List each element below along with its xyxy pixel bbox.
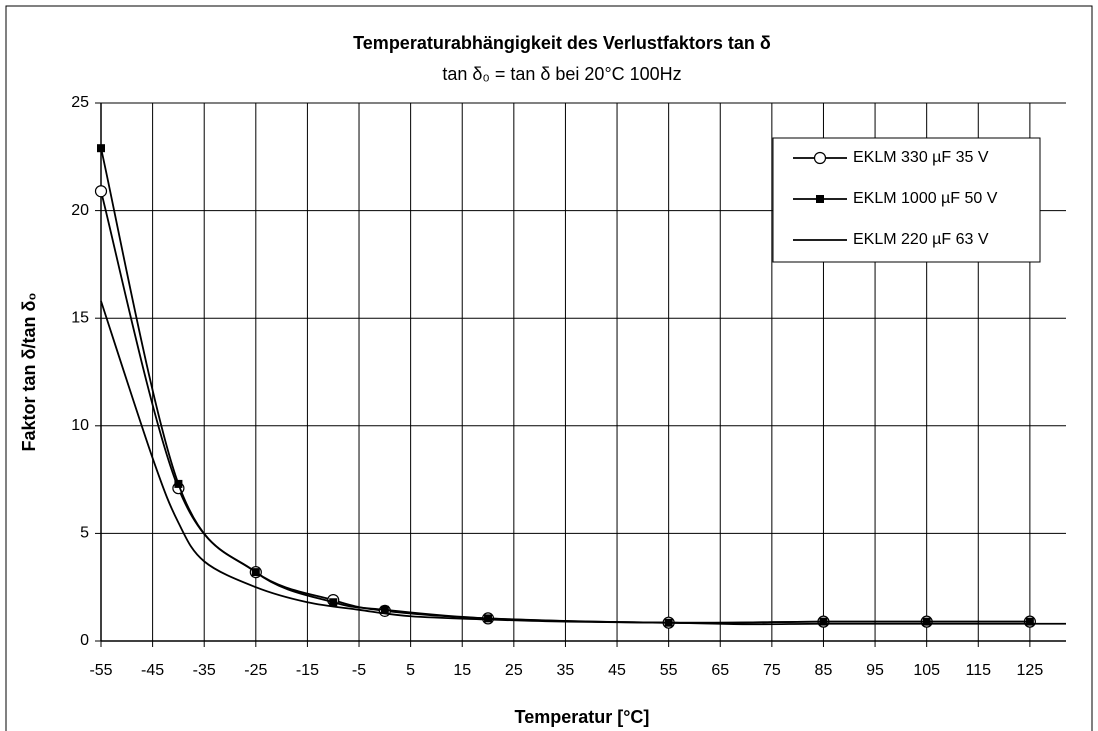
marker [174,479,183,488]
y-tick-label: 5 [80,525,89,542]
marker [94,185,108,198]
y-tick-label: 15 [71,309,89,326]
legend-marker [813,151,827,165]
x-tick-label: 25 [505,662,523,679]
marker [484,614,493,623]
marker [380,605,389,614]
marker [1025,617,1034,626]
marker [922,617,931,626]
legend-label: EKLM 330 µF 35 V [853,149,989,166]
y-tick-label: 0 [80,632,89,649]
x-tick-label: 35 [557,662,575,679]
legend-label: EKLM 1000 µF 50 V [853,190,998,207]
x-tick-label: -35 [193,662,216,679]
x-tick-label: 105 [913,662,940,679]
x-tick-label: 75 [763,662,781,679]
marker [329,598,338,607]
marker [819,617,828,626]
legend-marker [816,195,824,203]
x-tick-label: 55 [660,662,678,679]
x-axis-label: Temperatur [°C] [515,707,650,727]
x-tick-label: 95 [866,662,884,679]
y-tick-label: 20 [71,202,89,219]
x-tick-label: -5 [352,662,366,679]
chart-title: Temperaturabhängigkeit des Verlustfaktor… [353,33,771,53]
chart-border [5,5,1093,731]
y-tick-label: 10 [71,417,89,434]
x-tick-label: 65 [711,662,729,679]
x-tick-label: 45 [608,662,626,679]
x-tick-label: -55 [89,662,112,679]
series-line [100,300,1066,626]
marker [251,568,260,577]
x-tick-label: 15 [453,662,471,679]
x-tick-label: 5 [406,662,415,679]
x-tick-label: -15 [296,662,319,679]
x-tick-label: 125 [1017,662,1044,679]
x-tick-label: -45 [141,662,164,679]
chart-subtitle: tan δ₀ = tan δ bei 20°C 100Hz [442,64,681,84]
x-tick-label: 85 [815,662,833,679]
marker [97,144,105,153]
x-tick-label: -25 [244,662,267,679]
legend-label: EKLM 220 µF 63 V [853,231,989,248]
y-tick-label: 25 [71,94,89,111]
y-axis-label: Faktor tan δ/tan δ₀ [19,293,39,452]
x-tick-label: 115 [966,662,992,679]
